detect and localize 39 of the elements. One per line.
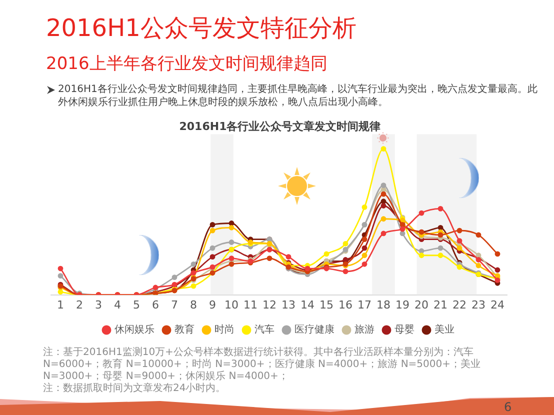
- x-tick-label: 4: [114, 298, 121, 312]
- legend-label: 医疗健康: [294, 324, 334, 336]
- text: 6: [504, 400, 513, 414]
- x-tick-label: 24: [490, 298, 504, 312]
- x-tick-label: 2: [76, 298, 83, 312]
- text: 2016H1各行业公众号发文时间规律趋同，主要抓住早晚高峰，以汽车行业最为突出，晚六点发文量最高。此外休闲娱乐行业抓住用户晚上休息时段的娱乐放松，晚八点后出现小高峰。: [58, 83, 538, 109]
- x-tick-label: 3: [95, 298, 102, 312]
- x-tick-label: 19: [396, 298, 410, 312]
- legend-label: 旅游: [354, 324, 374, 336]
- x-tick-label: 10: [224, 298, 238, 312]
- x-tick-label: 6: [152, 298, 159, 312]
- text: 注：数据抓取时间为文章发布24小时内。: [43, 383, 227, 395]
- legend-label: 时尚: [214, 324, 234, 336]
- x-tick-label: 11: [244, 298, 258, 312]
- x-tick-label: 16: [338, 298, 352, 312]
- x-tick-label: 17: [358, 298, 372, 312]
- legend-label: 教育: [174, 324, 194, 336]
- text: 注：基于2016H1监测10万+公众号样本数据进行统计获得。其中各行业活跃样本量分别为：汽车 N=6000+；教育 N=10000+；时尚 N=3000+；医疗健康 N=4000+；旅游 N=5000+；美业 N=3000+；母婴 N=9000+；休闲娱乐 N=4000+；: [43, 347, 482, 382]
- x-tick-label: 5: [133, 298, 140, 312]
- x-tick-label: 20: [414, 298, 428, 312]
- legend-label: 休闲娱乐: [114, 324, 154, 336]
- x-tick-label: 8: [190, 298, 197, 312]
- text: 2016H1各行业公众号文章发文时间规律: [178, 119, 382, 134]
- chart-title: 2016H1公众号发文特征分析: [46, 13, 356, 43]
- legend-label: 美业: [434, 324, 454, 336]
- x-tick-label: 1: [57, 298, 64, 312]
- x-tick-label: 9: [209, 298, 216, 312]
- x-tick-label: 18: [376, 298, 390, 312]
- chart-subtitle: 2016上半年各行业发文时间规律趋同: [46, 53, 328, 75]
- x-tick-label: 12: [262, 298, 276, 312]
- x-tick-label: 15: [320, 298, 334, 312]
- legend-label: 汽车: [254, 324, 274, 336]
- x-tick-label: 21: [434, 298, 448, 312]
- legend-label: 母婴: [394, 324, 414, 336]
- x-tick-label: 14: [300, 298, 314, 312]
- x-tick-label: 13: [282, 298, 296, 312]
- x-tick-label: 23: [472, 298, 486, 312]
- x-tick-label: 22: [452, 298, 466, 312]
- x-tick-label: 7: [171, 298, 178, 312]
